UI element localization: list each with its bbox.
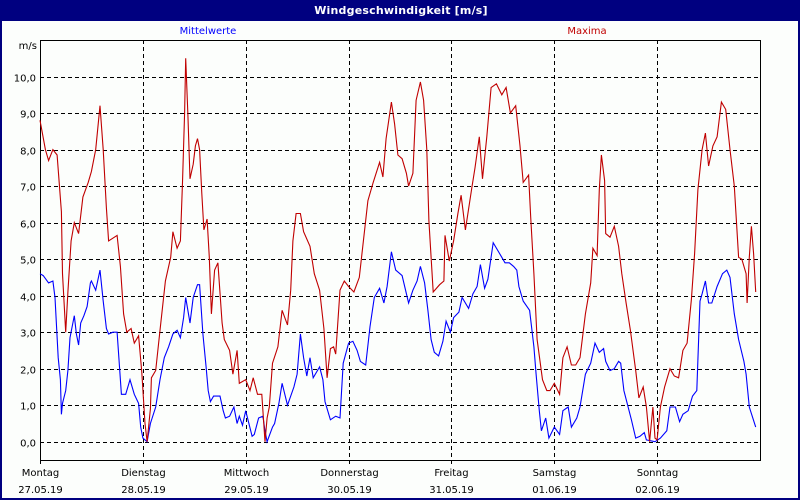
y-axis-unit: m/s (19, 41, 37, 52)
x-tick-date: 31.05.19 (429, 485, 474, 496)
x-tick-weekday: Sonntag (637, 468, 679, 479)
x-tick-date: 30.05.19 (327, 485, 372, 496)
x-tick-date: 29.05.19 (224, 485, 269, 496)
y-tick-label: 2,0 (20, 366, 36, 377)
y-tick-label: 5,0 (20, 256, 36, 267)
x-tick-date: 28.05.19 (121, 485, 166, 496)
x-tick-date: 27.05.19 (18, 485, 63, 496)
legend-mittelwerte: Mittelwerte (180, 26, 237, 37)
y-tick-label: 3,0 (20, 329, 36, 340)
x-tick-weekday: Dienstag (121, 468, 166, 479)
y-tick-label: 1,0 (20, 402, 36, 413)
y-tick-label: 4,0 (20, 293, 36, 304)
x-tick-date: 01.06.19 (532, 485, 577, 496)
y-tick-label: 9,0 (20, 110, 36, 121)
series-line-mittelwerte (39, 241, 757, 444)
y-tick-label: 10,0 (14, 74, 36, 85)
plot-frame (40, 40, 761, 461)
legend-maxima: Maxima (567, 26, 606, 37)
y-tick-label: 6,0 (20, 220, 36, 231)
x-tick-weekday: Donnerstag (320, 468, 378, 479)
window-title: Windgeschwindigkeit [m/s] (1, 1, 800, 21)
y-tick-label: 8,0 (20, 147, 36, 158)
y-tick-label: 7,0 (20, 183, 36, 194)
x-tick-date: 02.06.19 (635, 485, 680, 496)
series-line-maxima (39, 58, 757, 442)
x-tick-weekday: Mittwoch (224, 468, 269, 479)
y-tick-label: 0,0 (20, 439, 36, 450)
x-tick-weekday: Freitag (434, 468, 468, 479)
x-tick-weekday: Samstag (533, 468, 577, 479)
x-tick-weekday: Montag (22, 468, 59, 479)
